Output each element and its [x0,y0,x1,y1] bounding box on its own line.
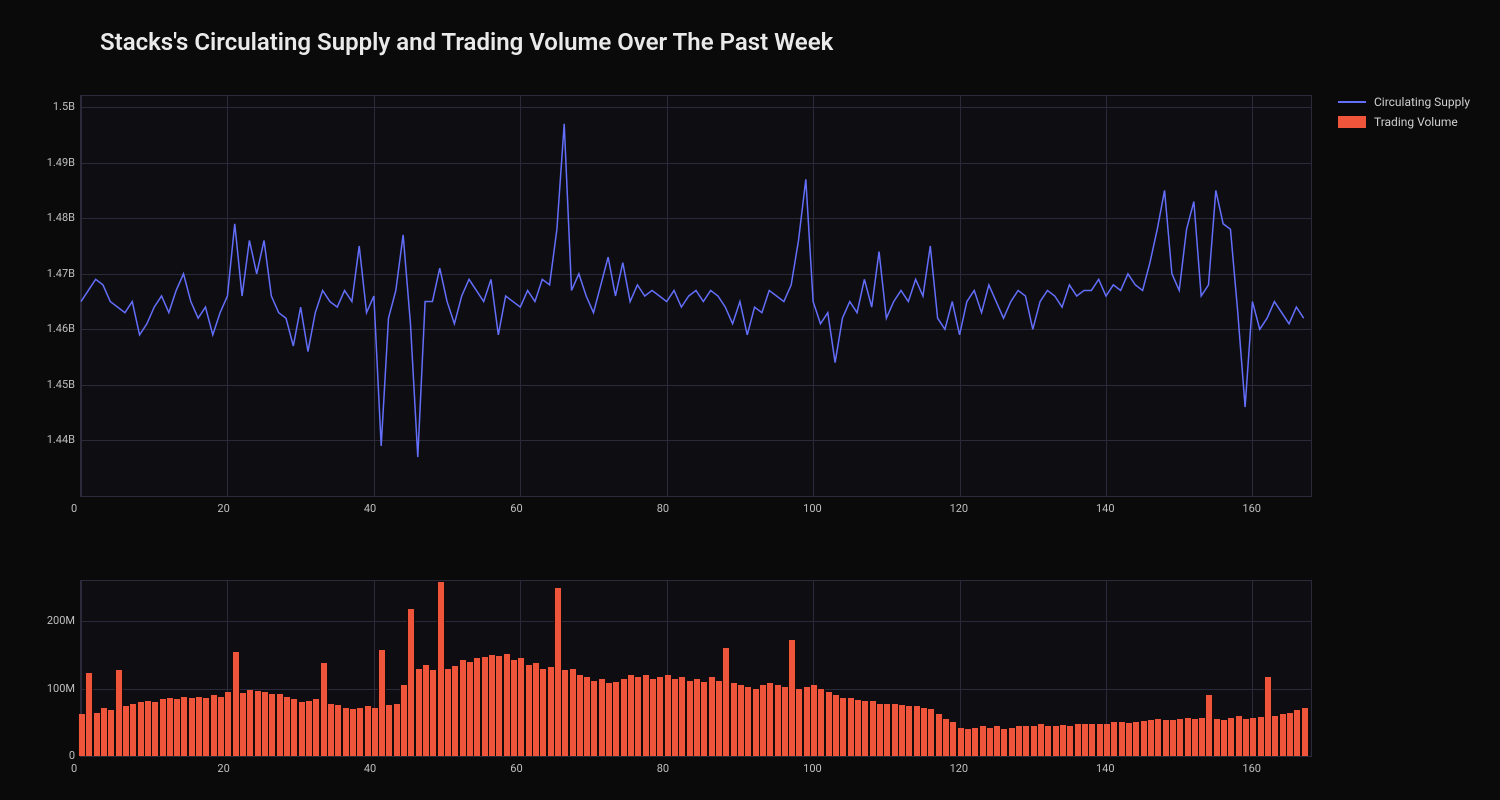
legend: Circulating Supply Trading Volume [1338,95,1470,135]
legend-label: Circulating Supply [1374,95,1470,109]
chart-container: Stacks's Circulating Supply and Trading … [0,0,1500,800]
legend-line-icon [1338,101,1366,103]
legend-item-supply: Circulating Supply [1338,95,1470,109]
legend-label: Trading Volume [1374,115,1458,129]
volume-chart: 0100M200M020406080100120140160 [80,580,1312,757]
legend-box-icon [1338,116,1366,128]
supply-chart: 1.44B1.45B1.46B1.47B1.48B1.49B1.5B020406… [80,95,1312,497]
chart-title: Stacks's Circulating Supply and Trading … [100,28,833,56]
legend-item-volume: Trading Volume [1338,115,1470,129]
